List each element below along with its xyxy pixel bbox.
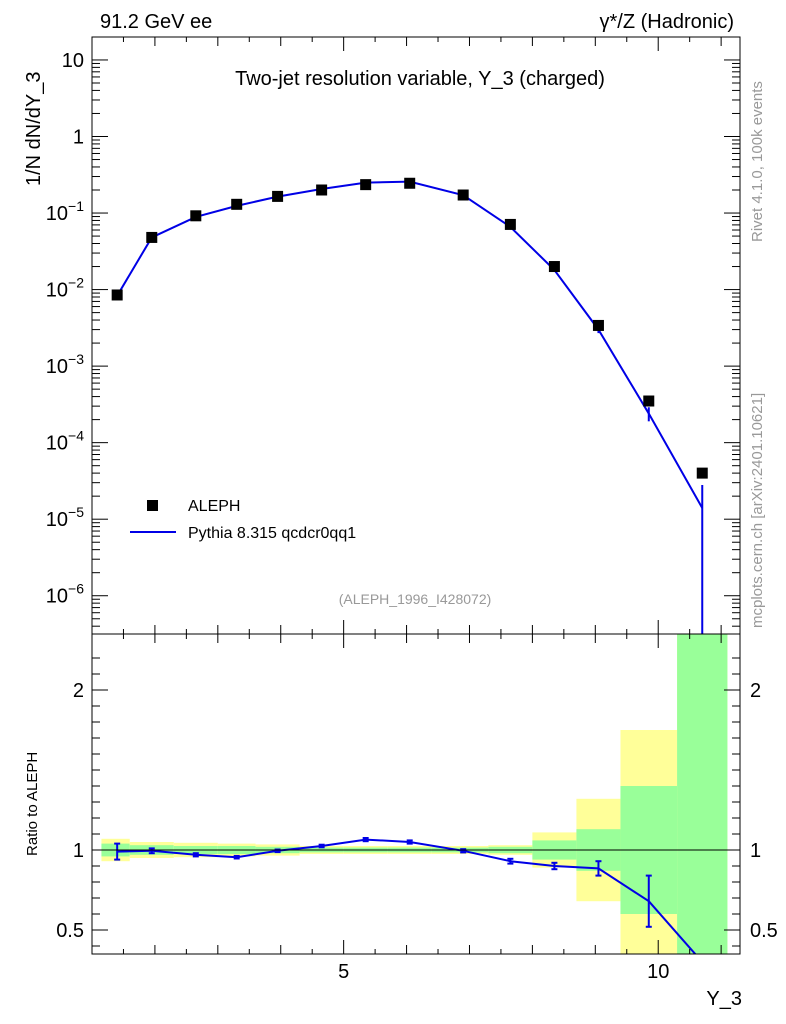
main-y-tick-label: 10−2	[46, 275, 84, 302]
data-point	[231, 198, 243, 210]
ratio-panel: Ratio to ALEPH 5 10 0.5 0.5 1 1 2 2 Y_3	[24, 633, 778, 1010]
ratio-y-axis-label: Ratio to ALEPH	[24, 752, 41, 856]
data-point	[457, 189, 469, 201]
ratio-y-tick-label: 2	[73, 680, 84, 702]
data-point	[592, 319, 604, 331]
ratio-y-tick-label-right: 0.5	[750, 920, 778, 942]
chart-title: Two-jet resolution variable, Y_3 (charge…	[235, 68, 605, 90]
rivet-label: Rivet 4.1.0, 100k events	[749, 81, 766, 242]
data-point	[548, 261, 560, 273]
ratio-y-tick-label: 0.5	[56, 920, 84, 942]
stat-uncertainty-band	[677, 634, 728, 954]
ratio-y-tick-label: 1	[73, 840, 84, 862]
ratio-y-tick-label-right: 1	[750, 840, 761, 862]
data-point	[404, 177, 416, 189]
main-y-tick-label: 1	[73, 127, 84, 149]
x-tick-label: 5	[338, 961, 349, 983]
data-point	[696, 467, 708, 479]
ratio-plot-frame	[91, 633, 741, 955]
main-y-tick-label: 10−3	[46, 351, 84, 378]
main-y-tick-label: 10	[62, 50, 84, 72]
data-point	[111, 289, 123, 301]
main-y-axis-label: 1/N dN/dY_3	[23, 71, 45, 186]
header-right: γ*/Z (Hadronic)	[600, 11, 734, 33]
mcplots-label: mcplots.cern.ch [arXiv:2401.10621]	[749, 393, 766, 628]
ratio-y-tick-label-right: 2	[750, 680, 761, 702]
main-y-tick-label: 10−6	[46, 581, 84, 608]
ratio-series-line	[117, 838, 697, 954]
legend-label-aleph: ALEPH	[188, 498, 240, 515]
legend: ALEPH Pythia 8.315 qcdcr0qq1	[130, 498, 356, 542]
data-point	[360, 179, 372, 191]
main-y-tick-label: 10−1	[46, 198, 84, 225]
x-axis-label: Y_3	[706, 988, 742, 1010]
main-panel: Two-jet resolution variable, Y_3 (charge…	[23, 36, 741, 635]
data-point	[272, 190, 284, 202]
header-left: 91.2 GeV ee	[100, 11, 212, 33]
data-point	[504, 218, 516, 230]
legend-label-pythia: Pythia 8.315 qcdcr0qq1	[188, 525, 356, 542]
main-plot-frame	[91, 36, 741, 635]
data-point	[316, 184, 328, 196]
main-y-tick-label: 10−5	[46, 504, 84, 531]
mc-series-line	[116, 180, 704, 509]
x-tick-label: 10	[647, 961, 669, 983]
data-point	[146, 231, 158, 243]
main-y-tick-label: 10−4	[46, 428, 84, 455]
legend-marker-aleph	[147, 500, 158, 511]
analysis-watermark: (ALEPH_1996_I428072)	[339, 591, 492, 607]
data-point	[190, 210, 202, 222]
data-point	[643, 395, 655, 407]
